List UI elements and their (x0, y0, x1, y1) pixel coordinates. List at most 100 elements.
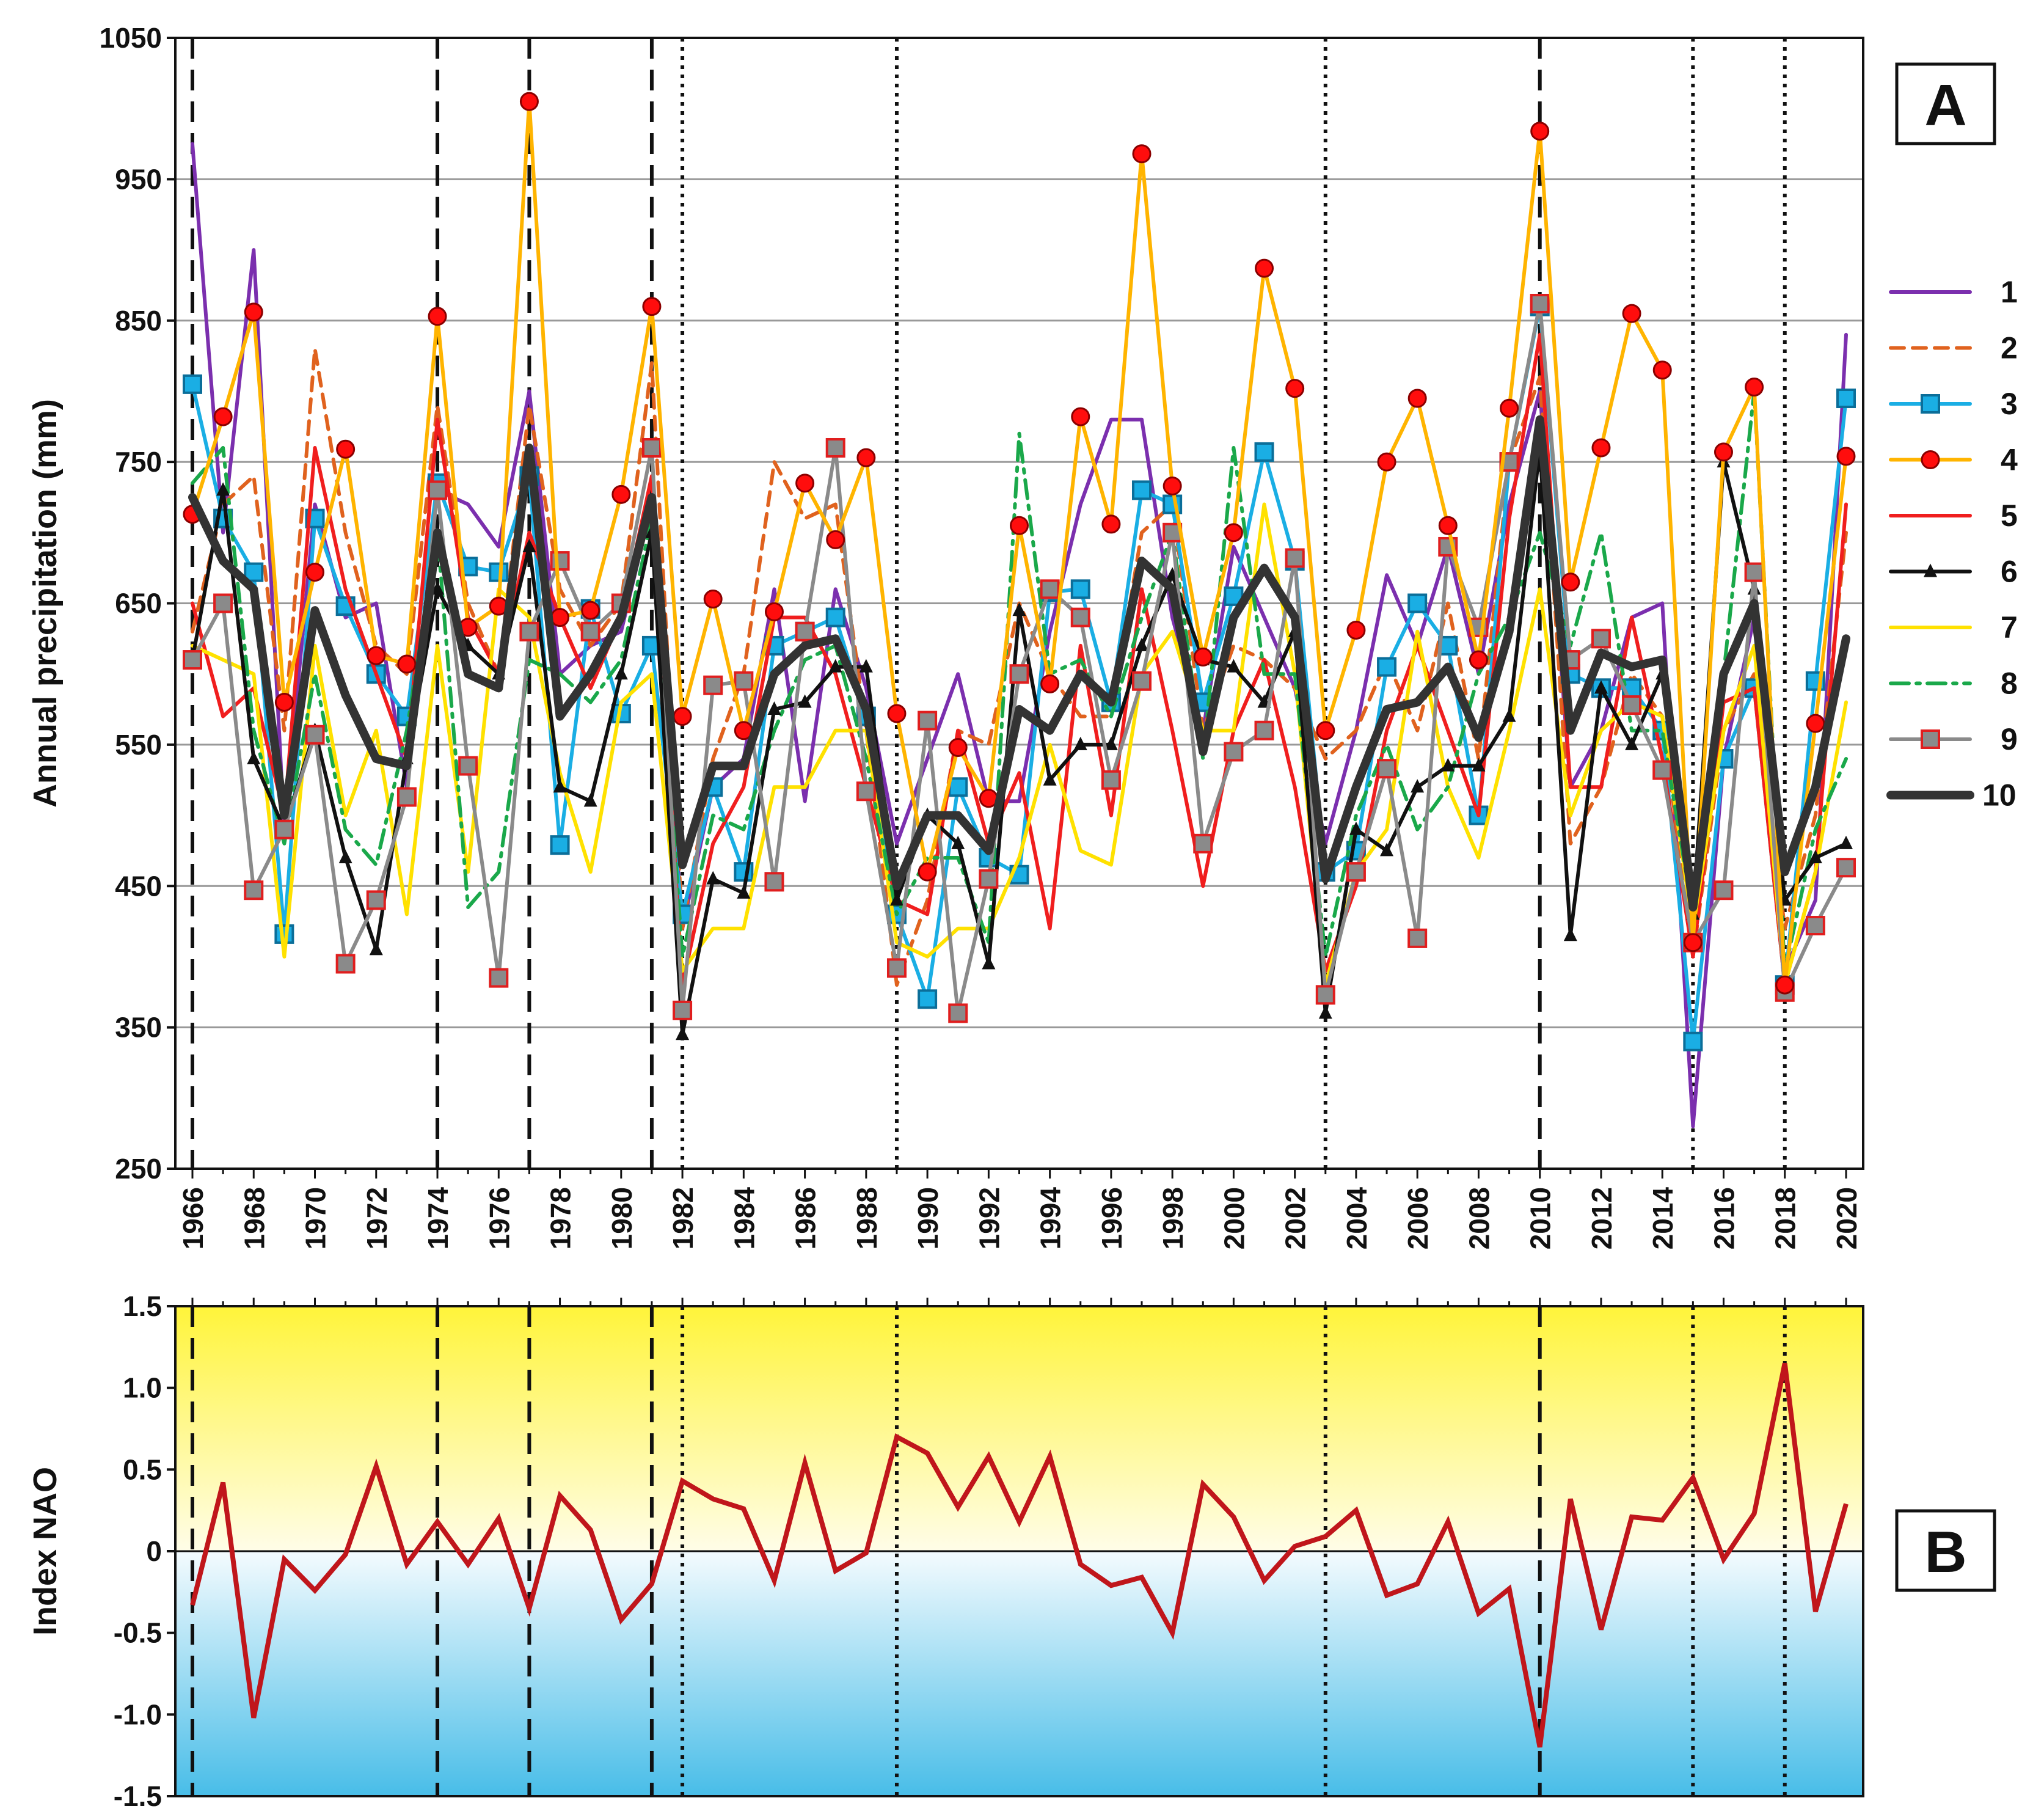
data-point (642, 297, 662, 316)
panel-b-nao-index: -1.5 -1.0 -0.5 0 0.5 1.0 1.5 Index NAO B (27, 1290, 1996, 1812)
data-point (825, 437, 845, 458)
data-point (1836, 858, 1856, 878)
y-tick-label: 350 (115, 1012, 162, 1043)
data-point (1193, 833, 1213, 853)
data-point (1377, 657, 1397, 677)
data-point (1224, 742, 1244, 762)
data-point (1594, 680, 1608, 694)
y-tick-label: 750 (115, 446, 162, 478)
data-point (1040, 674, 1060, 693)
data-point (1805, 916, 1825, 936)
data-point (886, 958, 907, 978)
x-tick-label: 2020 (1831, 1187, 1863, 1249)
data-point (183, 650, 202, 670)
y-tick-label: 1.5 (123, 1290, 162, 1322)
data-point (1924, 563, 1937, 577)
series-10 (188, 415, 1850, 912)
data-point (1469, 650, 1488, 670)
data-point (1622, 304, 1641, 323)
data-point (428, 307, 447, 326)
data-point (580, 621, 600, 641)
data-point (1070, 579, 1090, 599)
y-tick-label: 950 (115, 163, 162, 195)
x-tick-label: 1982 (667, 1187, 699, 1249)
data-point (1318, 1005, 1332, 1019)
data-point (1622, 695, 1642, 715)
data-point (305, 725, 325, 745)
data-point (948, 1003, 968, 1023)
data-point (706, 871, 720, 885)
x-tick-label: 1998 (1157, 1187, 1189, 1249)
data-point (305, 563, 325, 582)
data-point (550, 608, 570, 627)
legend-label: 8 (2001, 667, 2018, 701)
data-point (1500, 398, 1519, 418)
data-point (676, 1026, 690, 1040)
data-point (1316, 721, 1335, 740)
legend-label: 6 (2001, 555, 2018, 589)
x-tick-label: 2014 (1647, 1187, 1679, 1250)
data-point (274, 819, 294, 839)
data-point (1530, 122, 1550, 141)
data-point (1346, 620, 1366, 640)
data-point (828, 659, 842, 673)
data-point (397, 654, 417, 674)
legend-label: 2 (2001, 331, 2018, 365)
x-tick-label: 1994 (1035, 1187, 1067, 1250)
data-point (1132, 480, 1152, 500)
data-point (1502, 708, 1516, 722)
data-point (1285, 548, 1305, 568)
x-tick-label: 2004 (1341, 1187, 1373, 1250)
data-point (859, 659, 873, 673)
data-point (948, 777, 968, 797)
data-point (244, 302, 263, 322)
data-point (1349, 821, 1363, 835)
data-point (767, 701, 781, 715)
data-point (1009, 664, 1029, 684)
data-point (216, 482, 230, 496)
data-point (1073, 736, 1087, 750)
data-point (1227, 659, 1241, 673)
data-point (1921, 394, 1940, 414)
data-point (1921, 450, 1940, 469)
x-tick-label: 2002 (1280, 1187, 1312, 1249)
data-point (553, 779, 567, 793)
panel-a-y-ticks: 250 350 450 550 650 750 850 950 1050 (100, 22, 175, 1185)
series-line-7 (191, 502, 1848, 987)
data-point (431, 581, 445, 595)
data-point (1441, 758, 1455, 772)
data-point (183, 374, 202, 394)
data-point (1346, 862, 1366, 882)
legend-label: 1 (2001, 275, 2018, 309)
data-point (213, 593, 233, 613)
data-point (1652, 760, 1673, 780)
data-point (1070, 607, 1090, 627)
data-point (1407, 389, 1427, 408)
data-point (550, 551, 570, 571)
data-point (795, 473, 815, 493)
panel-b-series (190, 1362, 1849, 1748)
x-tick-label: 1974 (422, 1187, 454, 1250)
data-point (1132, 671, 1152, 691)
data-point (1407, 928, 1428, 948)
data-point (1775, 975, 1795, 995)
data-point (1563, 927, 1577, 941)
data-point (948, 738, 968, 758)
data-point (522, 538, 536, 552)
x-tick-label: 1988 (851, 1187, 883, 1249)
x-tick-label: 2000 (1218, 1187, 1250, 1249)
data-point (734, 671, 754, 691)
data-point (274, 692, 294, 712)
data-point (1377, 759, 1397, 779)
data-point (673, 707, 692, 726)
data-point (1472, 758, 1486, 772)
data-point (611, 484, 631, 504)
data-point (247, 751, 261, 765)
x-tick-label: 2018 (1770, 1187, 1801, 1249)
x-tick-label: 2012 (1586, 1187, 1618, 1249)
data-point (1625, 736, 1639, 750)
data-point (1836, 389, 1856, 409)
x-tick-label: 1984 (728, 1187, 760, 1250)
data-point (979, 869, 999, 889)
legend: 1 2 3 4 5 6 7 8 9 10 (1886, 275, 2018, 813)
